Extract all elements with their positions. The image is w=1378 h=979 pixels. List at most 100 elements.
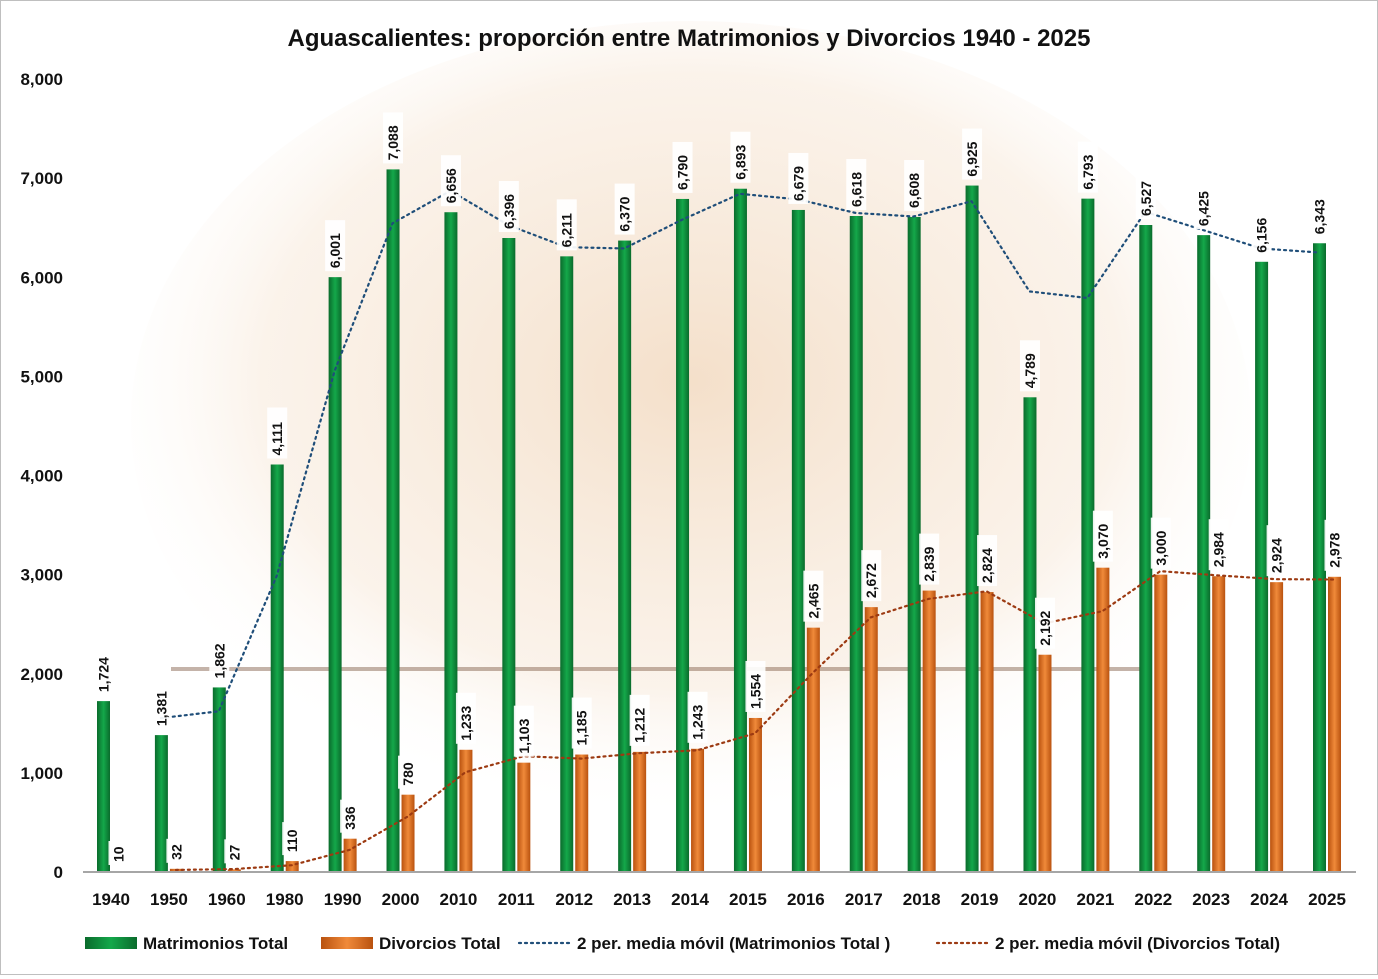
matrimonios-bar bbox=[97, 701, 110, 872]
x-tick-label: 2024 bbox=[1250, 890, 1288, 909]
divorcios-data-label: 2,924 bbox=[1269, 538, 1285, 573]
data-label-background bbox=[93, 644, 114, 696]
divorcios-data-label: 2,192 bbox=[1037, 610, 1053, 645]
matrimonios-data-label: 1,381 bbox=[153, 691, 169, 726]
data-label-background bbox=[513, 705, 534, 757]
divorcios-bar bbox=[1270, 582, 1284, 872]
data-label-background bbox=[325, 220, 346, 272]
x-tick-label: 2018 bbox=[903, 890, 941, 909]
divorcios-bar bbox=[691, 748, 705, 872]
data-label-background bbox=[962, 128, 983, 180]
y-tick-label: 5,000 bbox=[20, 367, 63, 386]
divorcios-data-label: 1,212 bbox=[632, 708, 648, 743]
data-label-background bbox=[730, 131, 751, 183]
x-tick-label: 2019 bbox=[961, 890, 999, 909]
x-tick-label: 2013 bbox=[613, 890, 651, 909]
x-tick-label: 2025 bbox=[1308, 890, 1346, 909]
divorcios-bar bbox=[922, 590, 936, 872]
data-label-background bbox=[629, 694, 650, 746]
matrimonios-bar bbox=[733, 188, 747, 872]
x-tick-label: 2016 bbox=[787, 890, 825, 909]
data-label-background bbox=[151, 678, 172, 730]
y-tick-label: 6,000 bbox=[20, 268, 63, 287]
matrimonios-bar bbox=[849, 215, 863, 873]
chart-title: Aguascalientes: proporción entre Matrimo… bbox=[288, 25, 1091, 52]
divorcios-bar bbox=[806, 627, 820, 872]
x-tick-label: 2012 bbox=[555, 890, 593, 909]
divorcios-data-label: 2,824 bbox=[979, 548, 995, 583]
data-label-background bbox=[919, 533, 940, 585]
data-label-background bbox=[904, 159, 925, 211]
data-label-background bbox=[1077, 141, 1098, 193]
data-label-background bbox=[1135, 168, 1156, 220]
data-label-background bbox=[440, 155, 461, 207]
matrimonios-data-label: 6,790 bbox=[675, 155, 691, 190]
x-tick-label: 2011 bbox=[498, 890, 535, 909]
matrimonios-bar bbox=[502, 237, 516, 872]
y-tick-label: 8,000 bbox=[20, 70, 63, 89]
divorcios-data-label: 3,000 bbox=[1153, 530, 1169, 565]
divorcios-bar bbox=[575, 754, 589, 872]
matrimonios-data-label: 6,618 bbox=[848, 172, 864, 207]
data-label-background bbox=[498, 180, 519, 232]
matrimonios-data-label: 6,211 bbox=[559, 213, 575, 247]
data-label-background bbox=[803, 570, 824, 622]
y-tick-label: 4,000 bbox=[20, 467, 63, 486]
matrimonios-data-label: 4,111 bbox=[269, 422, 285, 456]
matrimonios-bar bbox=[154, 735, 168, 872]
y-tick-label: 1,000 bbox=[20, 764, 63, 783]
divorcios-data-label: 1,554 bbox=[747, 674, 763, 709]
divorcios-data-label: 336 bbox=[342, 806, 358, 830]
divorcios-bar bbox=[864, 607, 878, 872]
matrimonios-moving-average-line bbox=[159, 189, 1321, 720]
x-tick-label: 2023 bbox=[1192, 890, 1230, 909]
divorcios-bar bbox=[748, 717, 762, 872]
data-label-background bbox=[1150, 517, 1171, 569]
data-label-background bbox=[745, 660, 766, 712]
data-label-background bbox=[687, 691, 708, 743]
data-label-background bbox=[614, 183, 635, 235]
data-label-background bbox=[166, 838, 187, 863]
data-label-background bbox=[267, 407, 288, 459]
matrimonios-bar bbox=[1023, 397, 1037, 872]
matrimonios-bar bbox=[618, 240, 632, 873]
x-tick-label: 2022 bbox=[1134, 890, 1172, 909]
x-tick-label: 2015 bbox=[729, 890, 767, 909]
matrimonios-data-label: 6,656 bbox=[443, 168, 459, 203]
data-labels: 1,724 1,381 1,862 4,111 6,001 7,088 6,656 6,396… bbox=[93, 112, 1345, 866]
divorcios-data-label: 1,233 bbox=[458, 706, 474, 741]
divorcios-bar bbox=[1038, 654, 1052, 872]
y-axis: 0 1,000 2,000 3,000 4,000 5,000 6,000 7,000 8,00… bbox=[20, 70, 63, 882]
divorcios-bar bbox=[1212, 576, 1226, 872]
matrimonios-bar bbox=[270, 464, 284, 872]
matrimonios-data-label: 6,001 bbox=[327, 233, 343, 268]
matrimonios-data-label: 6,893 bbox=[732, 144, 748, 179]
legend-label: 2 per. media móvil (Matrimonios Total ) bbox=[577, 934, 890, 953]
divorcios-bar bbox=[980, 592, 994, 872]
divorcios-data-label: 3,070 bbox=[1095, 523, 1111, 558]
x-tick-label: 2020 bbox=[1019, 890, 1057, 909]
matrimonios-bar bbox=[965, 185, 979, 872]
data-label-background bbox=[1324, 519, 1345, 571]
legend-label: Matrimonios Total bbox=[143, 934, 288, 953]
data-label-background bbox=[1266, 525, 1287, 577]
legend-swatch bbox=[85, 937, 137, 949]
x-tick-label: 1980 bbox=[266, 890, 304, 909]
legend: Matrimonios Total Divorcios Total 2 per. m… bbox=[85, 934, 1280, 953]
divorcios-moving-average-line bbox=[174, 570, 1336, 872]
x-tick-label: 2017 bbox=[845, 890, 883, 909]
divorcios-data-label: 10 bbox=[111, 846, 127, 862]
divorcios-bar bbox=[401, 794, 415, 872]
divorcios-data-label: 2,465 bbox=[805, 583, 821, 618]
data-label-background bbox=[672, 141, 693, 193]
matrimonios-bar bbox=[1313, 243, 1326, 872]
legend-swatch bbox=[321, 937, 373, 949]
divorcios-bar bbox=[1096, 567, 1110, 872]
divorcios-data-label: 1,103 bbox=[516, 718, 532, 753]
divorcios-data-label: 1,243 bbox=[690, 705, 706, 740]
divorcios-data-label: 32 bbox=[168, 844, 184, 860]
x-tick-label: 1960 bbox=[208, 890, 246, 909]
legend-label: 2 per. media móvil (Divorcios Total) bbox=[995, 934, 1280, 953]
matrimonios-data-label: 6,679 bbox=[790, 166, 806, 201]
matrimonios-bar bbox=[1255, 261, 1269, 872]
